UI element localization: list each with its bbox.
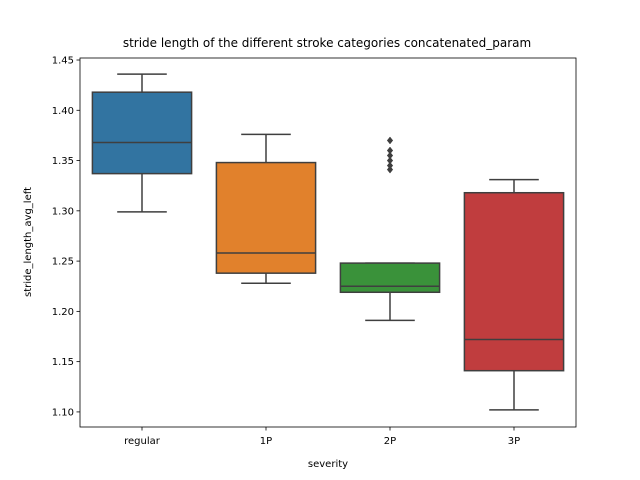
y-axis: 1.10 1.15 1.20 1.25 1.30 1.35 1.40 1.45 (52, 56, 80, 418)
y-tick-label: 1.35 (52, 156, 74, 167)
y-axis-label: stride_length_avg_left (23, 187, 34, 297)
outlier-point (386, 146, 394, 155)
y-tick-label: 1.25 (52, 257, 74, 268)
y-tick-label: 1.40 (52, 106, 74, 117)
outlier-point (386, 165, 394, 174)
x-axis-label: severity (308, 459, 348, 470)
outlier-point (386, 161, 394, 170)
box-group-regular (91, 73, 193, 213)
x-tick-label: 3P (508, 436, 520, 447)
x-tick-label: 1P (260, 436, 272, 447)
y-tick-label: 1.15 (52, 357, 74, 368)
y-tick-label: 1.10 (52, 407, 74, 418)
outlier-point (386, 156, 394, 165)
outlier-point (386, 136, 394, 145)
chart-title: stride length of the different stroke ca… (123, 36, 531, 50)
box-1P (215, 161, 317, 274)
y-tick-label: 1.45 (52, 56, 74, 67)
plot-area (91, 73, 565, 411)
box-group-1P (215, 133, 317, 284)
x-axis: regular 1P 2P 3P (124, 427, 520, 447)
box-2P (339, 262, 441, 294)
y-tick-label: 1.20 (52, 307, 74, 318)
box-regular (91, 91, 193, 175)
outlier-point (386, 151, 394, 160)
plot-frame (79, 57, 577, 428)
box-group-3P (463, 178, 565, 411)
x-tick-label: 2P (384, 436, 396, 447)
x-tick-label: regular (124, 436, 161, 447)
box-3P (463, 191, 565, 372)
y-tick-label: 1.30 (52, 206, 74, 217)
box-group-2P (339, 136, 441, 322)
